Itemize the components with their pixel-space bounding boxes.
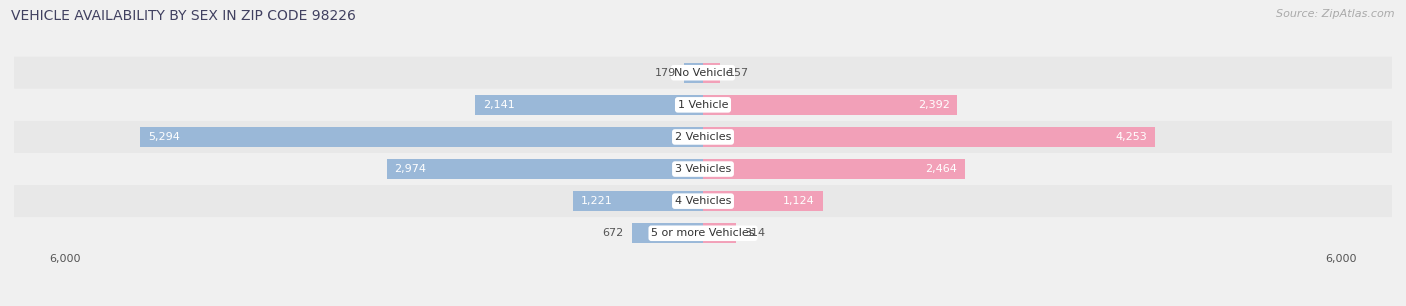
Text: VEHICLE AVAILABILITY BY SEX IN ZIP CODE 98226: VEHICLE AVAILABILITY BY SEX IN ZIP CODE …: [11, 9, 356, 23]
Text: 2,392: 2,392: [918, 100, 949, 110]
Text: 2,464: 2,464: [925, 164, 957, 174]
Text: 1,221: 1,221: [581, 196, 613, 206]
Text: 2 Vehicles: 2 Vehicles: [675, 132, 731, 142]
FancyBboxPatch shape: [14, 153, 1392, 185]
Bar: [631, 223, 703, 243]
Bar: [141, 127, 703, 147]
Bar: [703, 223, 737, 243]
Text: 2,974: 2,974: [395, 164, 426, 174]
FancyBboxPatch shape: [14, 185, 1392, 217]
Bar: [703, 159, 965, 179]
Bar: [703, 191, 823, 211]
FancyBboxPatch shape: [14, 121, 1392, 153]
Text: 4 Vehicles: 4 Vehicles: [675, 196, 731, 206]
Text: 5 or more Vehicles: 5 or more Vehicles: [651, 228, 755, 238]
Text: Source: ZipAtlas.com: Source: ZipAtlas.com: [1277, 9, 1395, 19]
Text: No Vehicle: No Vehicle: [673, 68, 733, 78]
Text: 1 Vehicle: 1 Vehicle: [678, 100, 728, 110]
Text: 314: 314: [744, 228, 765, 238]
Text: 1,124: 1,124: [783, 196, 815, 206]
Bar: [703, 63, 720, 83]
Bar: [387, 159, 703, 179]
Text: 2,141: 2,141: [484, 100, 515, 110]
Text: 4,253: 4,253: [1116, 132, 1147, 142]
Text: 179: 179: [655, 68, 676, 78]
FancyBboxPatch shape: [14, 89, 1392, 121]
FancyBboxPatch shape: [14, 57, 1392, 89]
Text: 5,294: 5,294: [148, 132, 180, 142]
Text: 3 Vehicles: 3 Vehicles: [675, 164, 731, 174]
Text: 672: 672: [603, 228, 624, 238]
Bar: [475, 95, 703, 115]
Bar: [703, 127, 1156, 147]
Text: 157: 157: [727, 68, 748, 78]
Bar: [574, 191, 703, 211]
Bar: [703, 95, 957, 115]
Bar: [683, 63, 703, 83]
FancyBboxPatch shape: [14, 217, 1392, 249]
